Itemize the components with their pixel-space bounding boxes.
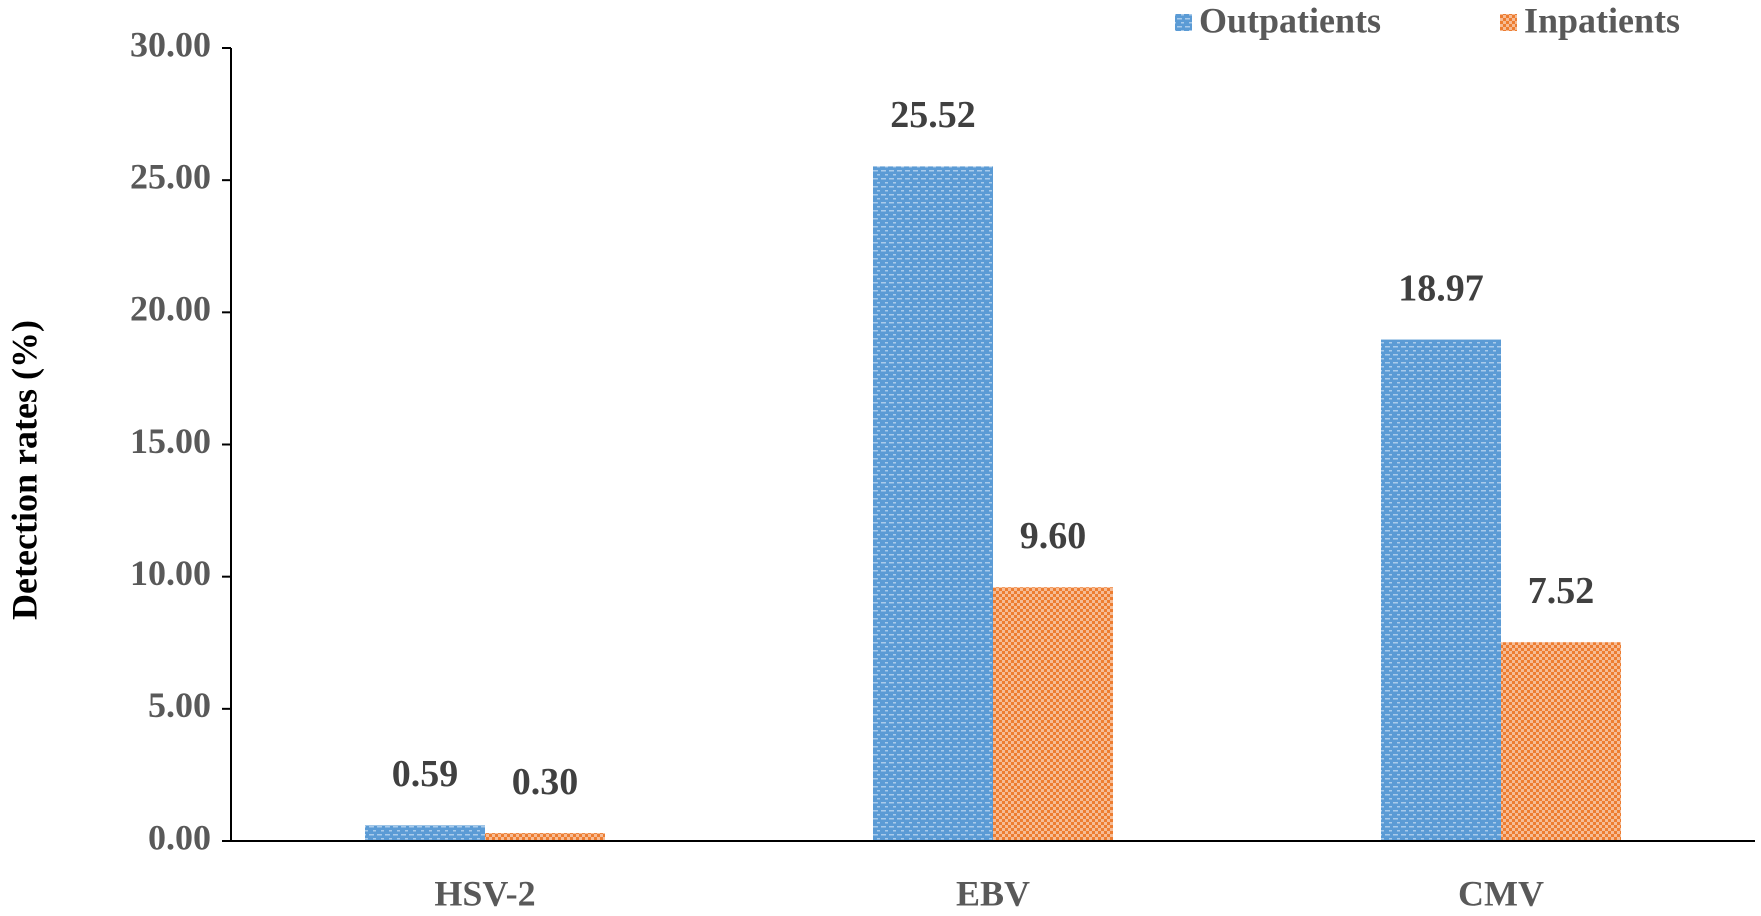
x-tick-label: HSV-2 xyxy=(434,873,535,913)
y-tick-label: 30.00 xyxy=(130,24,211,64)
value-label: 0.30 xyxy=(512,761,579,803)
x-tick-label: CMV xyxy=(1458,873,1544,913)
value-label: 0.59 xyxy=(392,753,459,795)
y-tick-label: 0.00 xyxy=(148,817,211,857)
bar xyxy=(1501,642,1621,841)
bar xyxy=(993,587,1113,841)
bar xyxy=(1381,339,1501,841)
value-label: 9.60 xyxy=(1020,515,1087,557)
y-tick-label: 5.00 xyxy=(148,685,211,725)
bar xyxy=(365,825,485,841)
value-label: 7.52 xyxy=(1528,570,1595,612)
legend-swatch xyxy=(1175,14,1192,31)
y-tick-label: 25.00 xyxy=(130,156,211,196)
x-tick-label: EBV xyxy=(956,873,1030,913)
y-tick-label: 10.00 xyxy=(130,553,211,593)
y-axis-label: Detection rates (%) xyxy=(4,320,44,620)
legend-label: Outpatients xyxy=(1199,0,1381,40)
bar xyxy=(485,833,605,841)
legend-label: Inpatients xyxy=(1524,0,1680,40)
value-label: 25.52 xyxy=(890,94,976,136)
value-label: 18.97 xyxy=(1398,267,1484,309)
y-tick-label: 15.00 xyxy=(130,421,211,461)
legend-swatch xyxy=(1500,14,1517,31)
bar xyxy=(873,166,993,841)
y-tick-label: 20.00 xyxy=(130,289,211,329)
